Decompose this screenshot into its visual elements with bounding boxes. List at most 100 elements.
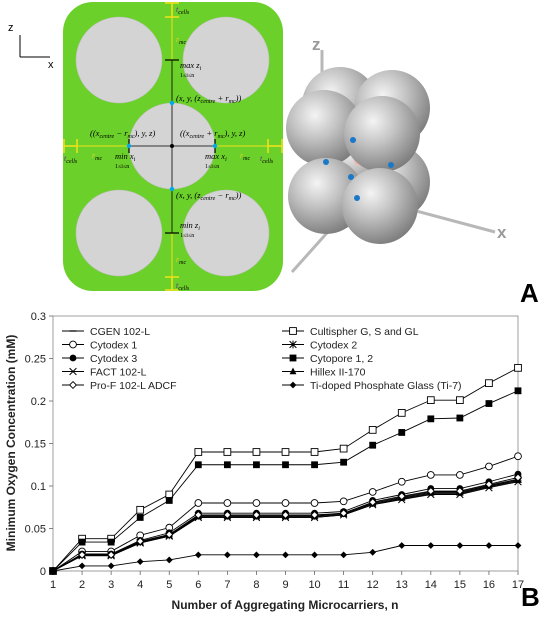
legend-label: Hillex II-170 [310, 367, 366, 379]
data-point [368, 426, 377, 434]
axis-z-label: z [8, 22, 14, 34]
x-tick-label: 12 [367, 579, 379, 591]
legend-item: Hillex II-170 [282, 367, 366, 379]
data-point [485, 462, 493, 471]
y-tick-label: 0.1 [31, 481, 46, 493]
data-point [398, 429, 406, 436]
data-point [398, 542, 406, 549]
data-point [253, 551, 260, 559]
label-max-z: max zi [180, 60, 202, 72]
data-point [456, 542, 464, 549]
legend-marker [289, 354, 297, 362]
axis3d-x-label: x [497, 223, 507, 242]
data-point [485, 400, 493, 407]
label-t-cells-top: tcells [176, 5, 190, 16]
data-point [340, 551, 348, 559]
label-t-cells-left: tcells [64, 154, 78, 165]
data-point [136, 505, 145, 514]
label-max-x: max xi [205, 151, 227, 163]
data-point [397, 477, 406, 486]
legend-label: Cytodex 1 [90, 340, 137, 352]
label-point-bottom: (x, y, (zcentre − rmc)) [176, 190, 241, 202]
x-tick-label: 5 [166, 579, 172, 591]
data-point [369, 441, 377, 449]
data-point [136, 537, 145, 546]
data-point [456, 396, 464, 405]
x-tick-label: 8 [253, 579, 259, 591]
legend-label: Cytodex 2 [310, 340, 357, 352]
label-max-x-range: 1≤i≤n [205, 164, 219, 170]
legend-label: Pro-F 102-L ADCF [90, 380, 177, 392]
label-point-top: (x, y, (zcentre + rmc)) [176, 93, 241, 105]
data-point [136, 558, 144, 566]
label-r-mc-right: rmc [240, 151, 250, 162]
label-point-left: ((xcentre − rmc), y, z) [90, 128, 155, 140]
legend-label: Ti-doped Phosphate Glass (Ti-7) [310, 380, 462, 392]
legend-item: Cytodex 1 [62, 340, 137, 352]
label-r-mc-left: rmc [92, 151, 102, 162]
legend-label: Cytopore 1, 2 [310, 353, 373, 365]
data-point [514, 542, 522, 549]
x-tick-label: 3 [108, 579, 114, 591]
data-point [78, 538, 86, 546]
data-point [514, 452, 522, 461]
data-point [252, 510, 261, 519]
x-tick-label: 4 [137, 579, 143, 591]
legend-item: FACT 102-L [62, 367, 147, 379]
y-tick-label: 0.05 [25, 524, 46, 536]
y-axis-title: Minimum Oxygen Concentration (mM) [4, 335, 18, 552]
data-point [107, 562, 115, 570]
legend-item: Cytodex 3 [62, 353, 137, 365]
data-point [339, 509, 348, 518]
series-10 [49, 542, 522, 575]
panel-a: z x [8, 2, 539, 308]
x-tick-label: 2 [79, 579, 85, 591]
label-min-z: min zi [180, 220, 200, 232]
panel-b: 1 2 3 4 5 6 7 8 9 10 11 12 13 14 15 16 1700.050.10.150.2… [4, 311, 540, 612]
axis3d-z-label: z [312, 35, 321, 54]
label-r-mc-top: rmc [176, 35, 186, 46]
data-point [281, 499, 290, 507]
legend-item: Pro-F 102-L ADCF [62, 380, 177, 392]
data-point [107, 538, 115, 546]
data-point [253, 461, 260, 469]
data-point [165, 530, 174, 539]
chart-legend: CGEN 102-L Cultispher G, S and GL Cytodex … [62, 326, 462, 392]
legend-marker [289, 340, 297, 349]
series-9 [48, 473, 523, 576]
legend-marker [69, 367, 77, 376]
data-point [456, 414, 464, 422]
legend-marker [69, 340, 77, 349]
x-tick-label: 15 [454, 579, 466, 591]
data-point [165, 497, 173, 504]
data-point [426, 471, 435, 479]
legend-item: Cytopore 1, 2 [282, 353, 373, 365]
data-point [369, 548, 377, 556]
x-tick-label: 11 [338, 579, 349, 591]
legend-marker [289, 367, 297, 375]
x-tick-label: 7 [224, 579, 230, 591]
x-axis-title: Number of Aggregating Microcarriers, n [172, 598, 399, 612]
data-point [281, 448, 290, 456]
data-point [514, 387, 522, 395]
data-point [194, 510, 203, 519]
data-point [223, 461, 231, 469]
y-tick-label: 0.15 [25, 439, 46, 451]
label-point-right: ((xcentre + rmc), y, z) [180, 128, 245, 140]
y-tick-label: 0.2 [31, 396, 46, 408]
legend-item: Cytodex 2 [282, 340, 357, 352]
panel-a-letter: A [520, 278, 539, 308]
data-point [311, 551, 318, 559]
data-point [427, 415, 435, 423]
legend-marker [69, 354, 77, 362]
data-point [339, 444, 348, 453]
legend-label: FACT 102-L [90, 367, 147, 379]
label-min-x: min xi [115, 151, 136, 163]
label-min-z-range: 1≤i≤n [180, 233, 194, 239]
chart-axes: 1 2 3 4 5 6 7 8 9 10 11 12 13 14 15 16 1700.050.10.150.2… [25, 311, 525, 591]
data-point [456, 471, 464, 479]
legend-item: Ti-doped Phosphate Glass (Ti-7) [282, 380, 462, 392]
data-point [310, 448, 319, 456]
data-point [426, 396, 435, 405]
label-t-cells-right: tcells [260, 154, 274, 165]
